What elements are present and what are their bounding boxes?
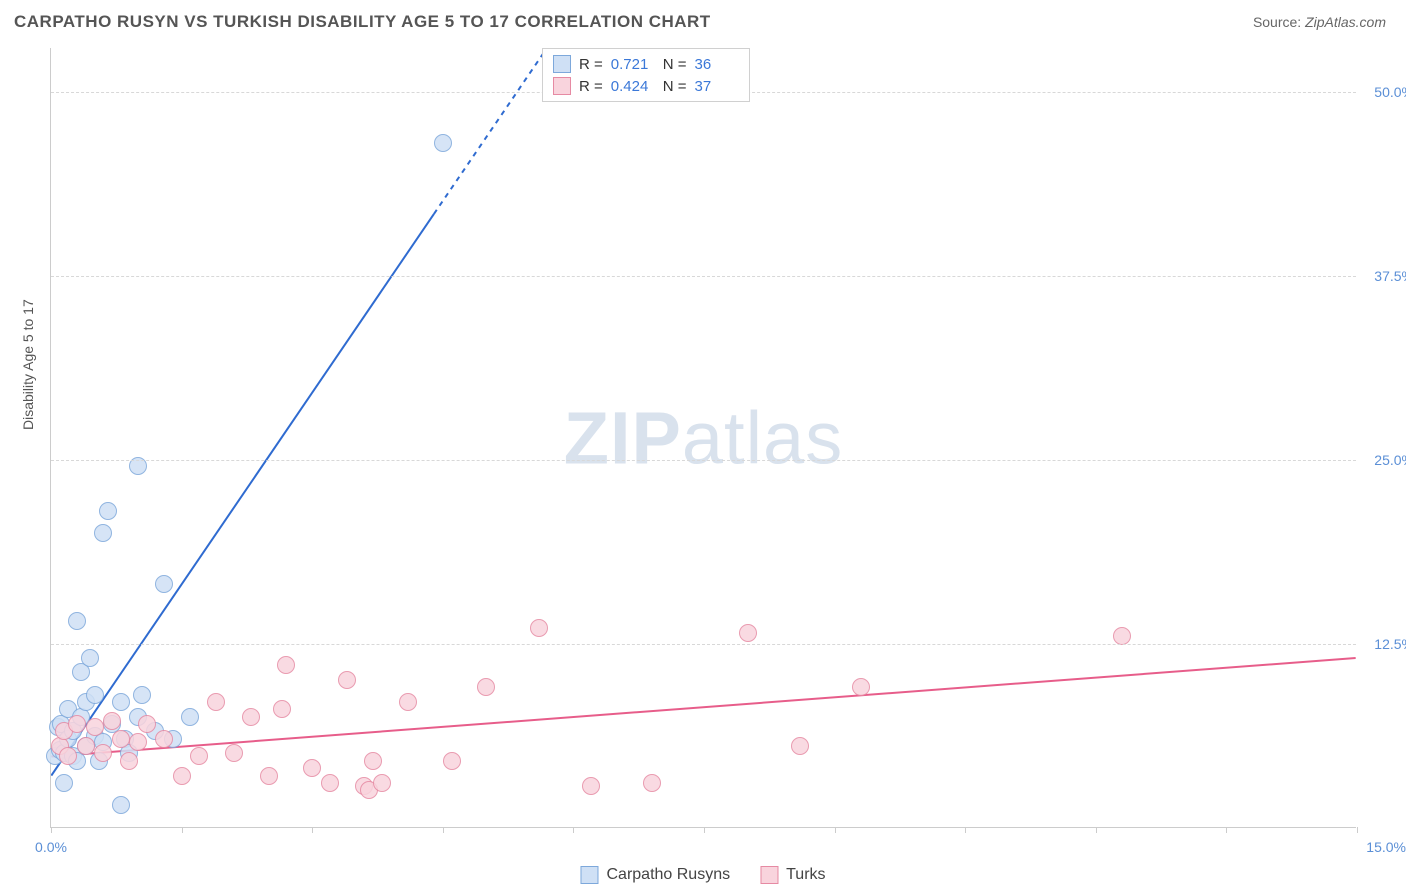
scatter-point: [791, 737, 809, 755]
scatter-point: [155, 575, 173, 593]
legend-label: Turks: [786, 866, 825, 884]
chart-legend: Carpatho Rusyns Turks: [580, 866, 825, 884]
n-value: 36: [695, 56, 739, 73]
x-tick: [312, 827, 313, 833]
x-tick: [1096, 827, 1097, 833]
scatter-point: [68, 612, 86, 630]
y-tick-label: 25.0%: [1374, 452, 1406, 468]
scatter-point: [225, 744, 243, 762]
watermark: ZIPatlas: [564, 395, 843, 480]
scatter-point: [81, 649, 99, 667]
scatter-point: [112, 693, 130, 711]
legend-item: Turks: [760, 866, 825, 884]
y-axis-label: Disability Age 5 to 17: [20, 299, 36, 430]
n-label: N =: [663, 78, 687, 95]
x-tick: [1357, 827, 1358, 833]
stats-row: R = 0.721 N = 36: [553, 53, 739, 75]
chart-header: CARPATHO RUSYN VS TURKISH DISABILITY AGE…: [0, 0, 1406, 40]
scatter-point: [852, 678, 870, 696]
scatter-point: [129, 733, 147, 751]
x-tick-label: 15.0%: [1366, 839, 1406, 855]
scatter-point: [103, 712, 121, 730]
x-tick: [965, 827, 966, 833]
scatter-point: [133, 686, 151, 704]
r-value: 0.424: [611, 78, 655, 95]
scatter-point: [739, 624, 757, 642]
scatter-point: [373, 774, 391, 792]
scatter-point: [99, 502, 117, 520]
x-tick: [1226, 827, 1227, 833]
chart-plot-area: ZIPatlas 12.5%25.0%37.5%50.0% 0.0%15.0%: [50, 48, 1356, 828]
x-tick: [443, 827, 444, 833]
legend-label: Carpatho Rusyns: [606, 866, 730, 884]
scatter-point: [434, 134, 452, 152]
chart-title: CARPATHO RUSYN VS TURKISH DISABILITY AGE…: [14, 12, 711, 32]
series-swatch: [553, 55, 571, 73]
scatter-point: [94, 744, 112, 762]
scatter-point: [530, 619, 548, 637]
scatter-point: [55, 774, 73, 792]
series-swatch: [553, 77, 571, 95]
gridline: [51, 644, 1356, 645]
scatter-point: [277, 656, 295, 674]
legend-swatch: [760, 866, 778, 884]
y-tick-label: 12.5%: [1374, 636, 1406, 652]
watermark-zip: ZIP: [564, 396, 682, 479]
scatter-point: [242, 708, 260, 726]
x-tick-label: 0.0%: [35, 839, 67, 855]
source-credit: Source: ZipAtlas.com: [1253, 14, 1386, 30]
source-value: ZipAtlas.com: [1305, 14, 1386, 30]
y-tick-label: 37.5%: [1374, 268, 1406, 284]
x-tick: [182, 827, 183, 833]
r-label: R =: [579, 56, 603, 73]
scatter-point: [77, 737, 95, 755]
scatter-point: [443, 752, 461, 770]
stats-row: R = 0.424 N = 37: [553, 75, 739, 97]
scatter-point: [477, 678, 495, 696]
scatter-point: [86, 718, 104, 736]
legend-swatch: [580, 866, 598, 884]
x-tick: [835, 827, 836, 833]
scatter-point: [68, 715, 86, 733]
stats-box: R = 0.721 N = 36 R = 0.424 N = 37: [542, 48, 750, 102]
x-tick: [704, 827, 705, 833]
scatter-point: [112, 730, 130, 748]
scatter-point: [59, 747, 77, 765]
scatter-point: [643, 774, 661, 792]
gridline: [51, 460, 1356, 461]
n-value: 37: [695, 78, 739, 95]
scatter-point: [582, 777, 600, 795]
y-tick-label: 50.0%: [1374, 84, 1406, 100]
scatter-point: [173, 767, 191, 785]
scatter-point: [112, 796, 130, 814]
watermark-atlas: atlas: [682, 396, 843, 479]
n-label: N =: [663, 56, 687, 73]
scatter-point: [1113, 627, 1131, 645]
gridline: [51, 276, 1356, 277]
scatter-point: [181, 708, 199, 726]
scatter-point: [399, 693, 417, 711]
scatter-point: [86, 686, 104, 704]
scatter-point: [303, 759, 321, 777]
scatter-point: [190, 747, 208, 765]
legend-item: Carpatho Rusyns: [580, 866, 730, 884]
scatter-point: [155, 730, 173, 748]
scatter-point: [273, 700, 291, 718]
scatter-point: [138, 715, 156, 733]
x-tick: [573, 827, 574, 833]
r-value: 0.721: [611, 56, 655, 73]
scatter-point: [260, 767, 278, 785]
r-label: R =: [579, 78, 603, 95]
scatter-point: [94, 524, 112, 542]
scatter-point: [120, 752, 138, 770]
scatter-point: [207, 693, 225, 711]
scatter-point: [338, 671, 356, 689]
x-tick: [51, 827, 52, 833]
source-label: Source:: [1253, 14, 1301, 30]
scatter-point: [364, 752, 382, 770]
scatter-point: [321, 774, 339, 792]
